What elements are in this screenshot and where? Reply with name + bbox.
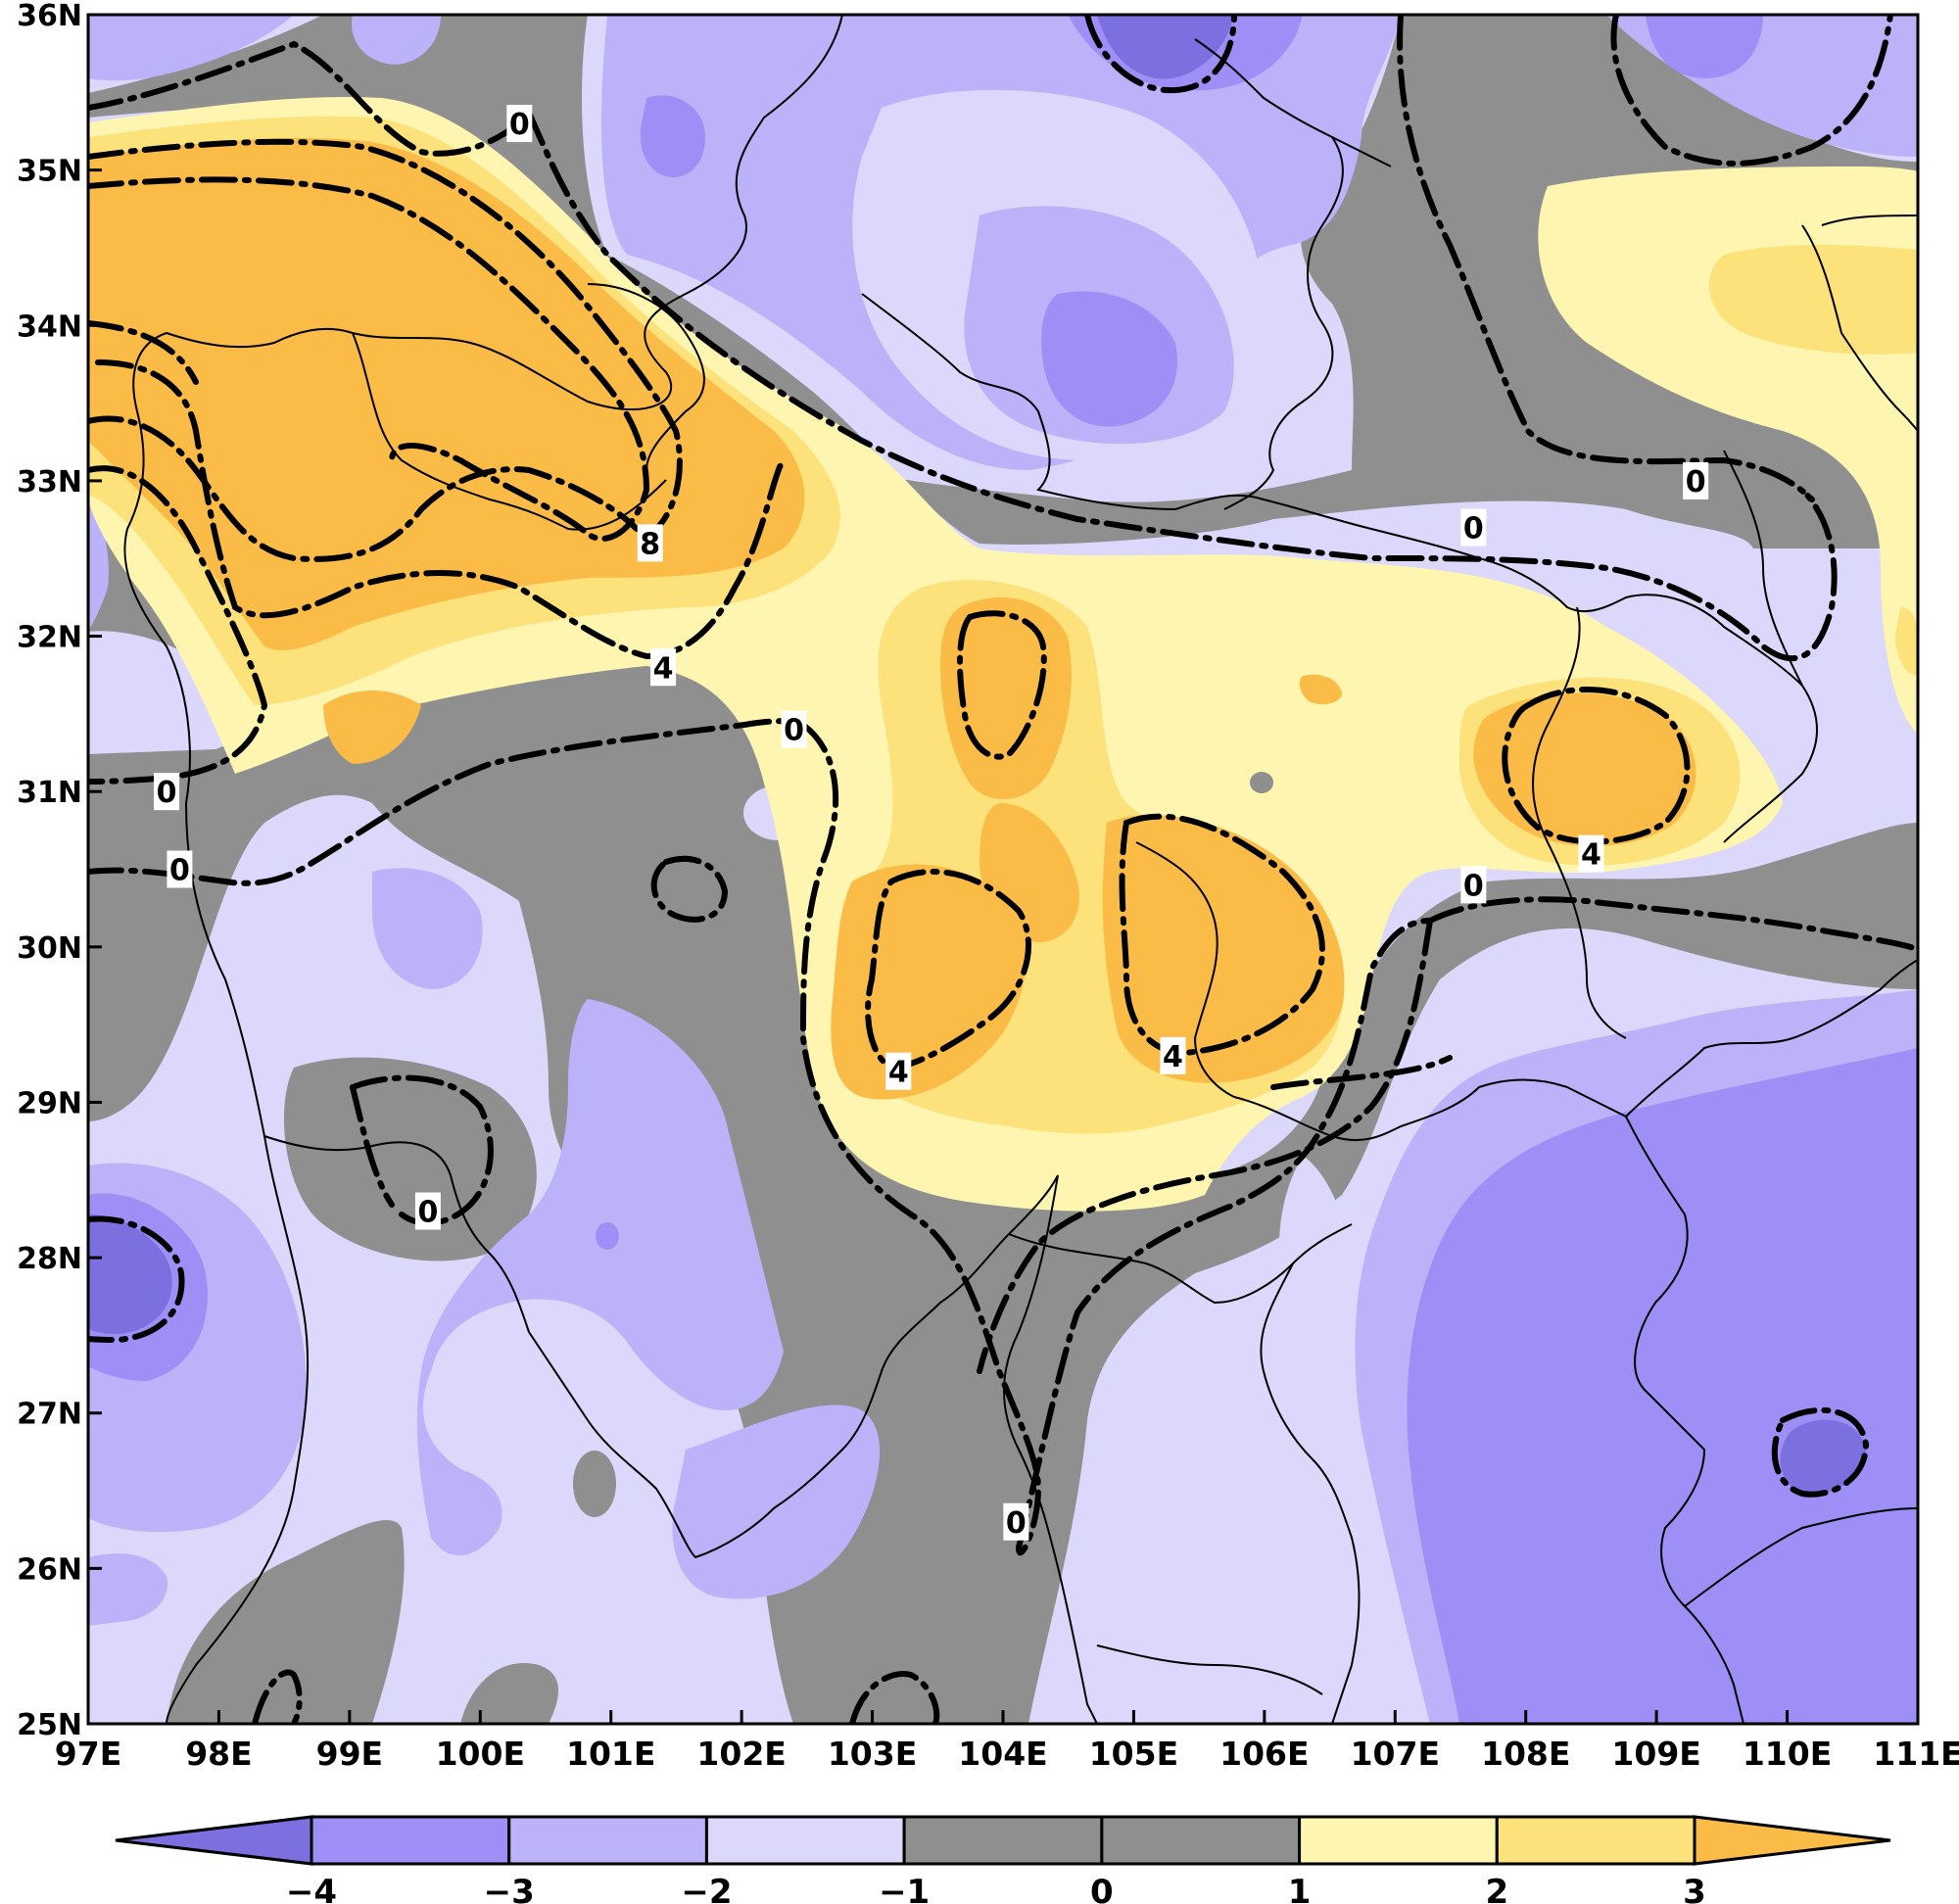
contour-label: 8 — [640, 527, 660, 561]
y-tick-label: 29N — [17, 1086, 82, 1120]
x-tick-label: 106E — [1219, 1735, 1309, 1773]
colorbar-label: −2 — [681, 1873, 732, 1904]
y-tick-label: 28N — [17, 1242, 82, 1276]
y-tick-label: 36N — [17, 0, 82, 33]
colorbar-extend-high — [1695, 1817, 1890, 1864]
y-tick-label: 25N — [17, 1708, 82, 1742]
colorbar-label: −4 — [286, 1873, 337, 1904]
colorbar-label: 3 — [1683, 1873, 1706, 1904]
contour-label: 0 — [509, 108, 530, 142]
colorbar-box — [904, 1817, 1102, 1864]
x-tick-label: 102E — [696, 1735, 786, 1773]
colorbar-label: −1 — [879, 1873, 930, 1904]
colorbar-box — [311, 1817, 509, 1864]
contour-label: 0 — [1006, 1506, 1027, 1541]
x-tick-label: 100E — [436, 1735, 525, 1773]
y-tick-label: 30N — [17, 931, 82, 966]
contour-label: 0 — [169, 854, 190, 888]
colorbar-box — [1300, 1817, 1498, 1864]
contour-label: 4 — [888, 1056, 909, 1090]
contour-label: 0 — [417, 1196, 438, 1230]
x-tick-label: 98E — [185, 1735, 252, 1773]
shaded-field — [79, 15, 1918, 1724]
grey-dot-center — [1250, 772, 1273, 793]
contour-label: 4 — [1163, 1040, 1183, 1074]
x-tick-label: 111E — [1873, 1735, 1959, 1773]
contour-label: 0 — [1463, 512, 1484, 547]
x-tick-label: 107E — [1351, 1735, 1440, 1773]
colorbar-label: 1 — [1288, 1873, 1312, 1904]
contour-label: 0 — [784, 714, 804, 748]
y-tick-label: 34N — [17, 309, 82, 344]
x-tick-label: 99E — [316, 1735, 383, 1773]
colorbar-box — [509, 1817, 707, 1864]
colorbar-box — [706, 1817, 904, 1864]
y-tick-label: 32N — [17, 621, 82, 655]
contour-label: 0 — [1686, 465, 1706, 500]
y-tick-label: 31N — [17, 776, 82, 810]
x-tick-label: 110E — [1743, 1735, 1832, 1773]
colorbar: −4 −3 −2 −1 0 1 2 3 — [116, 1817, 1890, 1904]
y-tick-label: 26N — [17, 1552, 82, 1587]
colorbar-label: −3 — [484, 1873, 535, 1904]
colorbar-label: 2 — [1485, 1873, 1508, 1904]
x-tick-label: 103E — [828, 1735, 917, 1773]
x-tick-label: 101E — [566, 1735, 655, 1773]
y-tick-label: 35N — [17, 155, 82, 189]
y-tick-label: 27N — [17, 1398, 82, 1432]
contour-label: 4 — [1581, 838, 1601, 873]
x-tick-label: 104E — [958, 1735, 1047, 1773]
colorbar-box — [1102, 1817, 1300, 1864]
colorbar-box — [1497, 1817, 1695, 1864]
purple-spot-small — [596, 1222, 619, 1250]
colorbar-extend-low — [116, 1817, 311, 1864]
contour-label: 4 — [653, 651, 674, 686]
contour-label: 0 — [1463, 869, 1484, 903]
grey-spot-south — [573, 1451, 616, 1517]
x-tick-label: 109E — [1611, 1735, 1700, 1773]
colorbar-label: 0 — [1090, 1873, 1114, 1904]
map-figure: 084000004 44000 97E 98E 99E 100E 101E 102E 103E… — [0, 0, 1959, 1904]
x-tick-label: 108E — [1481, 1735, 1570, 1773]
y-tick-label: 33N — [17, 465, 82, 500]
x-tick-label: 105E — [1089, 1735, 1178, 1773]
contour-label: 0 — [157, 776, 177, 810]
